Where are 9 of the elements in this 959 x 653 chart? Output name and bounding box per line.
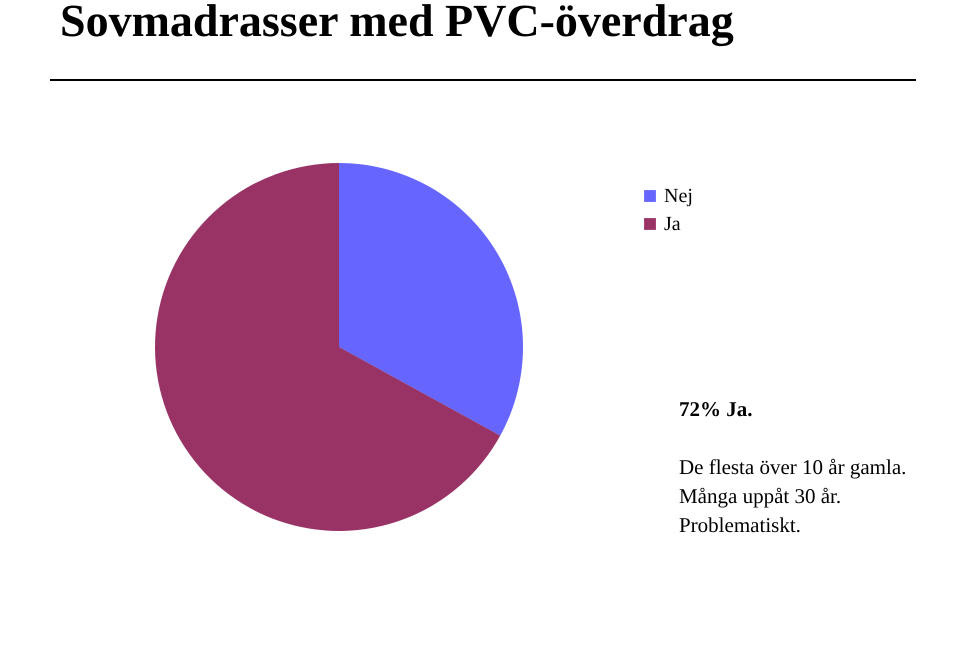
- text: Många uppåt 30 år.: [679, 484, 842, 508]
- legend-label: Ja: [664, 213, 681, 235]
- pie-slice: [155, 163, 500, 531]
- legend-label: Nej: [664, 185, 693, 207]
- text: 72% Ja.: [679, 397, 752, 421]
- chart-title: Sovmadrasser med PVC-överdrag: [60, 0, 734, 47]
- pie-slice: [339, 163, 523, 436]
- text: De flesta över 10 år gamla.: [679, 455, 906, 479]
- text: Problematiskt.: [679, 513, 801, 537]
